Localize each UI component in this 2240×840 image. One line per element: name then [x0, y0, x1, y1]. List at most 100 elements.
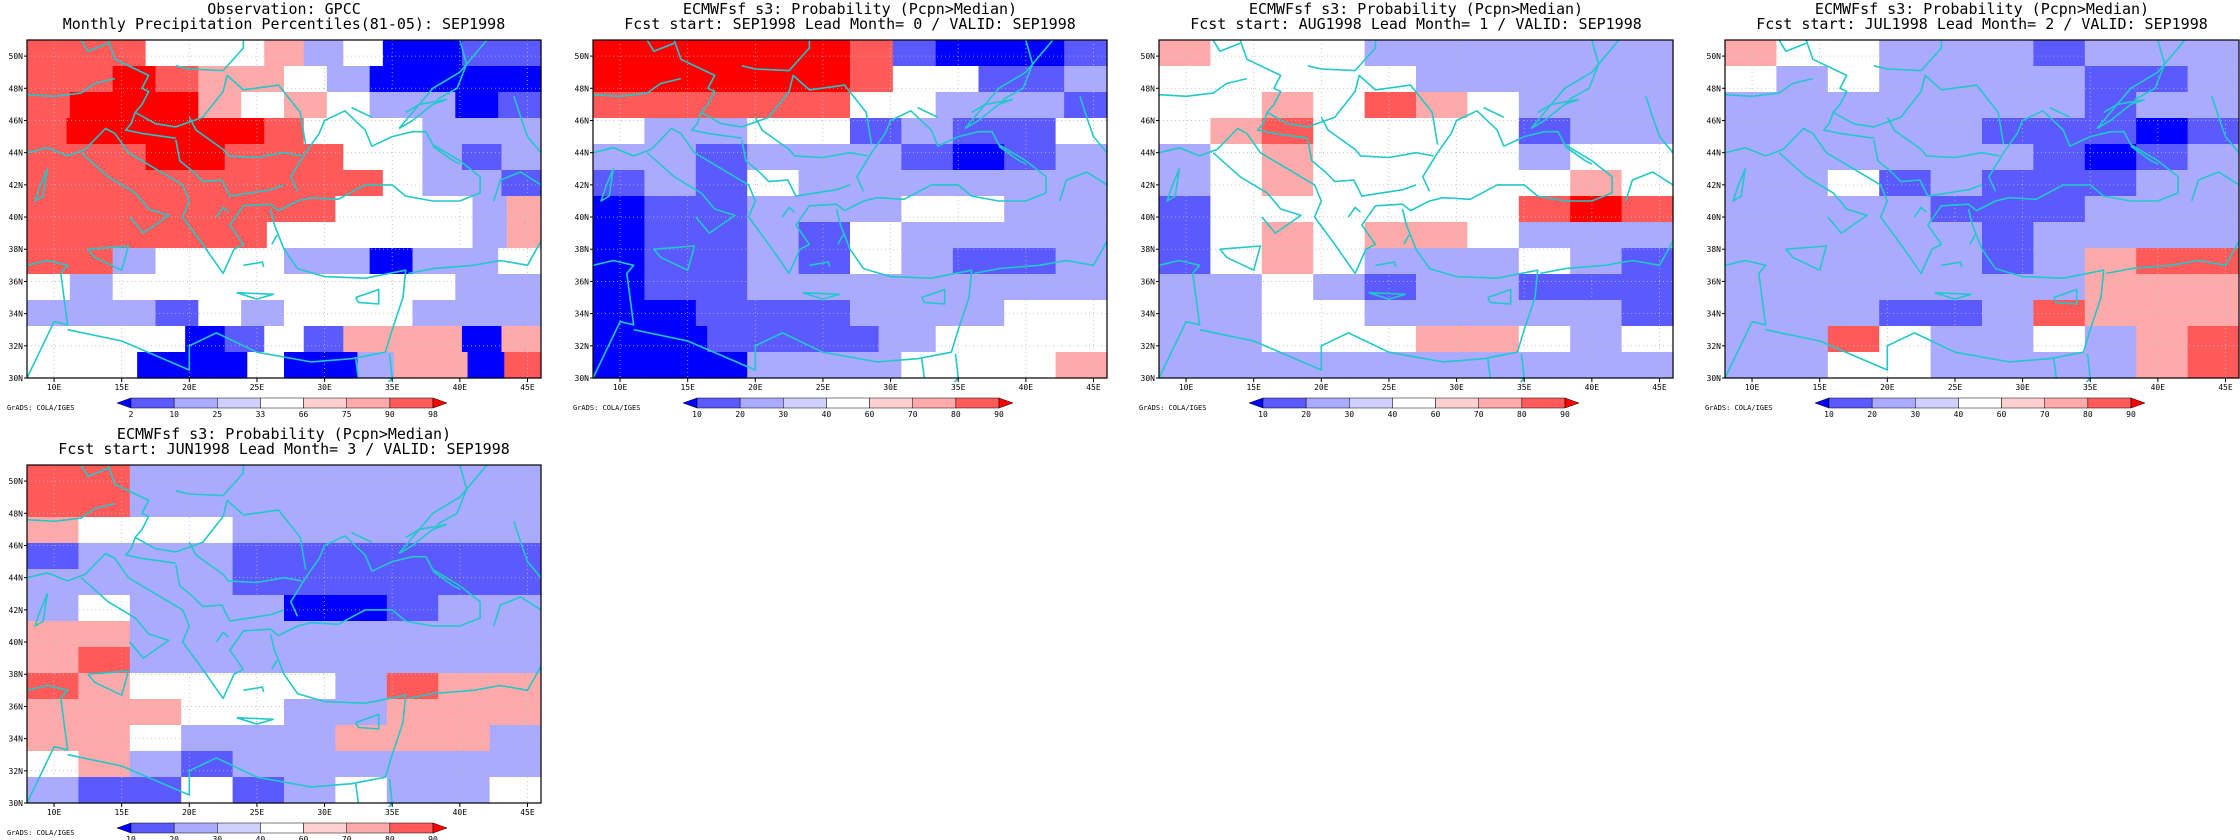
colorbar-segment — [217, 397, 261, 409]
grid-cell — [935, 92, 980, 119]
grid-cell — [1725, 274, 1777, 301]
colorbar-label: 10 — [169, 410, 179, 419]
coastline — [1732, 168, 1747, 202]
grid-cell — [335, 621, 388, 648]
grid-cell — [1930, 352, 1983, 379]
grid-cell — [1621, 222, 1674, 249]
grid-cell — [1313, 144, 1366, 171]
grid-cell — [2187, 274, 2240, 301]
lat-tick-label: 46N — [9, 116, 24, 125]
grid-cell — [2084, 92, 2137, 119]
grid-cell — [232, 751, 285, 778]
colorbar-segment — [217, 822, 261, 834]
grid-cell — [181, 595, 234, 622]
lat-tick-label: 34N — [9, 735, 24, 744]
coastline — [2052, 288, 2078, 305]
grid-cell — [2033, 92, 2086, 119]
coastline — [1941, 261, 1963, 268]
grid-cell — [301, 222, 336, 249]
grid-cell — [1518, 144, 1571, 171]
grid-cell — [1725, 170, 1777, 197]
lon-tick-label: 45E — [1652, 383, 1667, 392]
lon-tick-label: 30E — [317, 808, 332, 817]
coastline — [1159, 259, 1201, 379]
grid-cell — [467, 352, 505, 379]
lat-tick-label: 34N — [1707, 310, 1722, 319]
lon-tick-label: 10E — [613, 383, 628, 392]
grid-cell — [1570, 118, 1623, 145]
coastline — [67, 208, 407, 371]
grid-cell — [1261, 196, 1314, 223]
grid-cell — [232, 647, 285, 674]
coastline — [1159, 77, 1248, 98]
colorbar-label: 30 — [1910, 410, 1920, 419]
grid-cell — [2033, 352, 2086, 379]
grid-cell — [489, 517, 542, 544]
grid-cell — [1776, 118, 1829, 145]
grid-cell — [284, 92, 328, 119]
coastline — [405, 465, 488, 539]
grid-cell — [635, 92, 680, 119]
grid-cell — [901, 170, 954, 197]
lat-tick-label: 40N — [575, 213, 590, 222]
grid-cell — [232, 196, 268, 223]
grid-cell — [1570, 92, 1623, 119]
grid-cell — [1064, 40, 1108, 67]
grid-cell — [382, 40, 423, 67]
grid-cell — [455, 300, 499, 327]
coastline — [1778, 152, 1868, 234]
colorbar-label: 30 — [1344, 410, 1354, 419]
coastline — [27, 684, 69, 804]
colorbar-segment — [1521, 397, 1566, 409]
coastline — [1765, 208, 2105, 371]
grid-cell — [1055, 144, 1108, 171]
grid-cell — [438, 699, 491, 726]
colorbar-segment — [1958, 397, 2002, 409]
coastline — [633, 208, 973, 371]
grid-cell — [1416, 92, 1468, 119]
colorbar-high-arrow — [432, 822, 448, 834]
colorbar-label: 20 — [1301, 410, 1311, 419]
grid-cell — [1210, 118, 1263, 145]
grid-cell — [1055, 196, 1108, 223]
grid-cell — [1159, 222, 1211, 249]
lon-tick-label: 10E — [47, 808, 62, 817]
lat-tick-label: 32N — [575, 342, 590, 351]
coastline — [27, 534, 481, 700]
grid-cell — [1930, 248, 1983, 275]
grid-cell — [27, 543, 79, 570]
grid-cell — [695, 274, 748, 301]
grid-cell — [1467, 248, 1520, 275]
coastline — [354, 288, 380, 305]
lat-tick-label: 48N — [9, 509, 24, 518]
coastline — [1822, 112, 1874, 139]
grid-cell — [155, 274, 199, 301]
grid-cell — [303, 144, 344, 171]
grid-cell — [1313, 170, 1366, 197]
grid-cell — [2136, 144, 2189, 171]
colorbar-segment — [303, 822, 347, 834]
lon-tick-label: 45E — [2218, 383, 2233, 392]
grid-cell — [1467, 170, 1520, 197]
grid-cell — [2084, 274, 2137, 301]
coastline — [920, 358, 926, 379]
grid-cell — [438, 725, 491, 752]
panel-subtitle: Fcst start: SEP1998 Lead Month= 0 / VALI… — [624, 15, 1076, 33]
lon-tick-label: 45E — [520, 383, 535, 392]
coastline — [354, 713, 380, 730]
lat-tick-label: 48N — [9, 84, 24, 93]
grid-cell — [164, 222, 199, 249]
grid-cell — [1364, 170, 1417, 197]
coastline — [351, 106, 373, 119]
grid-cell — [106, 144, 147, 171]
colorbar-segment — [739, 397, 784, 409]
grid-cell — [2187, 144, 2240, 171]
coastlines — [27, 465, 542, 807]
grid-cell — [232, 543, 285, 570]
grid-cell — [129, 621, 182, 648]
panel-title: ECMWFsf s3: Probability (Pcpn>Median) — [1815, 0, 2149, 18]
coastline — [87, 245, 130, 272]
colorbar-label: 20 — [169, 835, 179, 840]
colorbar-segment — [303, 397, 347, 409]
map-panel: ECMWFsf s3: Probability (Pcpn>Median)Fcs… — [7, 425, 542, 840]
